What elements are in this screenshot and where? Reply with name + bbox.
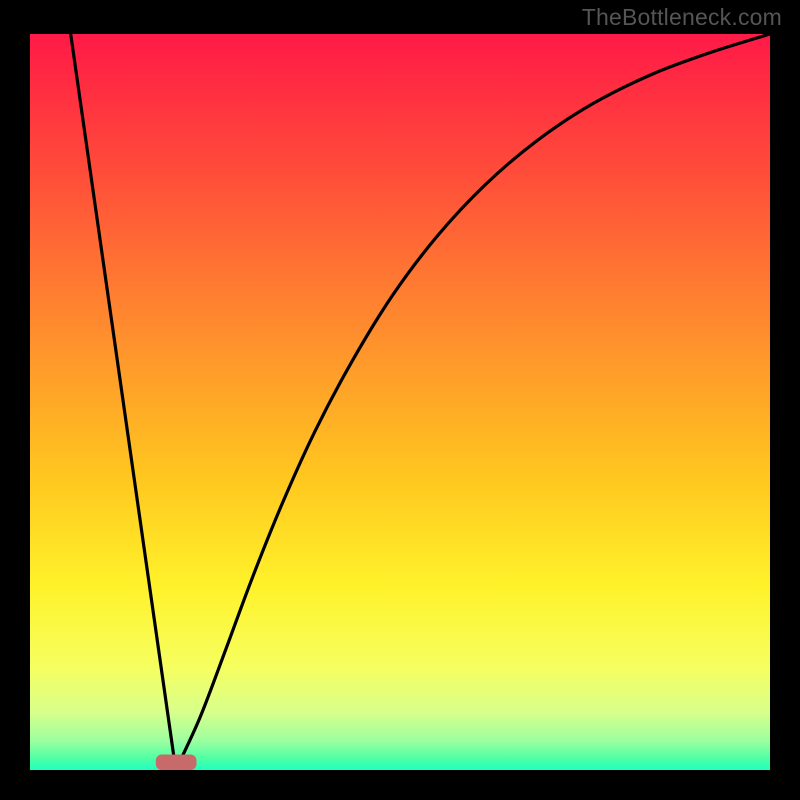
- optimal-range-marker: [156, 755, 197, 770]
- bottleneck-chart-svg: [0, 0, 800, 800]
- watermark-text: TheBottleneck.com: [582, 4, 782, 31]
- bottleneck-chart-container: TheBottleneck.com: [0, 0, 800, 800]
- chart-gradient-background: [30, 34, 770, 770]
